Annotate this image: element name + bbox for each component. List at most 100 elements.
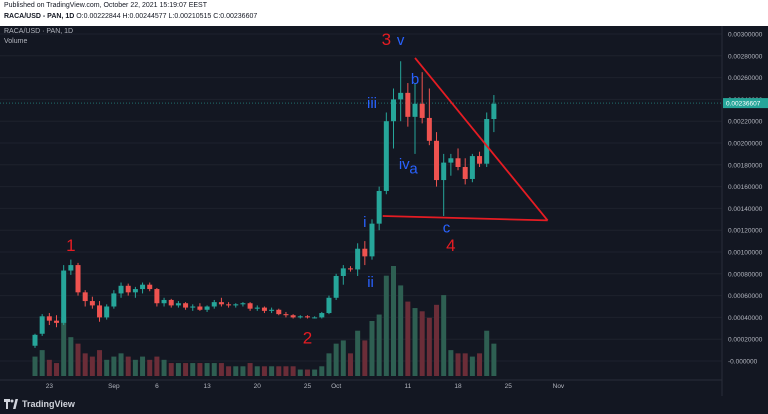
triangle-upper-line: [414, 57, 549, 221]
time-tick-label: 13: [203, 383, 211, 390]
candle-body: [333, 275, 339, 298]
price-tick-label: 0.00300000: [728, 32, 763, 39]
volume-bar: [254, 366, 260, 376]
price-tick-label: -0.000000: [728, 359, 758, 366]
candle-body: [89, 301, 95, 306]
candle-body: [398, 92, 404, 100]
volume-bar: [448, 350, 454, 376]
wave-label: 3: [382, 30, 391, 49]
volume-bar: [54, 363, 60, 376]
volume-bar: [405, 301, 411, 376]
candle-body: [426, 117, 432, 141]
last-price-badge: [723, 98, 768, 109]
candle-body: [147, 284, 153, 290]
volume-bar: [383, 275, 389, 376]
wave-label: iii: [367, 95, 377, 112]
volume-bar: [140, 356, 146, 376]
price-tick-label: 0.00020000: [728, 337, 763, 344]
price-tick-label: 0.00160000: [728, 184, 763, 191]
candle-body: [340, 268, 346, 276]
volume-bar: [118, 353, 124, 376]
time-tick-label: 25: [304, 383, 312, 390]
volume-bar: [161, 359, 167, 376]
candle-body: [218, 302, 224, 305]
time-axis[interactable]: 23 Sep 6 13 20 25 Oct 11 18 25 Nov: [0, 379, 722, 390]
candle-body: [304, 316, 310, 318]
volume-bar: [211, 363, 217, 376]
volume-bar: [39, 350, 45, 376]
volume-bar: [261, 366, 267, 376]
price-tick-label: 0.00120000: [728, 228, 763, 235]
wave-label: c: [443, 219, 451, 236]
candle-body: [61, 270, 67, 323]
candle-body: [455, 158, 461, 167]
candle-body: [269, 309, 275, 311]
triangle-lower-line: [382, 215, 548, 222]
volume-bar: [226, 366, 232, 376]
candle-body: [376, 190, 382, 224]
volume-bar: [247, 363, 253, 376]
candle-body: [261, 307, 267, 311]
triangle-drawing[interactable]: [382, 57, 549, 222]
volume-bars: [32, 266, 497, 376]
wave-label: a: [409, 161, 418, 178]
volume-bar: [326, 353, 332, 376]
ohlc-high-value: 0.00244577: [129, 13, 167, 20]
candle-body: [347, 268, 353, 270]
wave-label: ii: [367, 274, 374, 291]
volume-bar: [484, 330, 490, 376]
volume-bar: [61, 317, 67, 376]
volume-bar: [319, 366, 325, 376]
volume-bar: [455, 353, 461, 376]
volume-legend-label: Volume: [4, 38, 28, 45]
price-tick-label: 0.00220000: [728, 119, 763, 126]
candle-body: [254, 307, 260, 309]
candle-body: [168, 299, 174, 306]
volume-bar: [218, 363, 224, 376]
volume-bar: [46, 359, 52, 376]
volume-bar: [312, 369, 318, 376]
volume-bar: [183, 363, 189, 376]
candle-body: [369, 223, 375, 257]
volume-bar: [441, 295, 447, 376]
ohlc-close-value: 0.00236607: [220, 13, 258, 20]
price-tick-label: 0.00280000: [728, 53, 763, 60]
volume-bar: [125, 356, 131, 376]
volume-bar: [190, 363, 196, 376]
candle-body: [104, 306, 110, 318]
time-tick-label: 11: [404, 383, 411, 390]
candle-body: [204, 306, 210, 310]
chart-grid: [0, 33, 722, 362]
price-tick-label: 0.00200000: [728, 141, 763, 148]
volume-bar: [233, 366, 239, 376]
volume-bar: [269, 366, 275, 376]
time-tick-label: 25: [505, 383, 513, 390]
volume-bar: [240, 366, 246, 376]
volume-bar: [419, 311, 425, 376]
candle-body: [175, 303, 181, 306]
tradingview-logo[interactable]: TradingView: [4, 399, 75, 409]
volume-bar: [104, 359, 110, 376]
price-axis[interactable]: 0.003000000.002800000.002600000.00240000…: [721, 26, 768, 396]
volume-bar: [304, 369, 310, 376]
volume-bar: [276, 366, 282, 376]
price-tick-label: 0.00080000: [728, 271, 763, 278]
candle-body: [276, 309, 282, 315]
volume-bar: [412, 308, 418, 376]
candle-body: [441, 162, 447, 181]
volume-bar: [434, 304, 440, 376]
volume-bar: [491, 343, 497, 376]
volume-bar: [97, 350, 103, 376]
candle-body: [319, 313, 325, 318]
candle-body: [46, 316, 52, 321]
candle-body: [462, 166, 468, 179]
time-tick-label: 23: [46, 383, 54, 390]
candle-body: [247, 303, 253, 309]
ohlc-open-value: 0.00222844: [83, 13, 121, 20]
price-tick-label: 0.00140000: [728, 206, 763, 213]
candle-body: [383, 121, 389, 191]
candle-body: [434, 140, 440, 181]
volume-bar: [132, 359, 138, 376]
volume-bar: [168, 363, 174, 376]
